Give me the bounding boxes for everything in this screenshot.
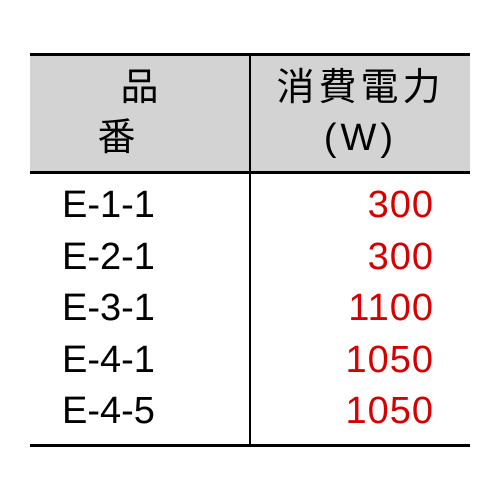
table-row: E-3-1 1100 [30, 283, 470, 335]
header-model-label: 品番 [97, 67, 204, 158]
header-power: 消費電力 (W) [250, 55, 470, 173]
header-power-label: 消費電力 [276, 67, 444, 109]
cell-model: E-2-1 [30, 232, 250, 284]
header-row: 品番 消費電力 (W) [30, 55, 470, 173]
table-row: E-2-1 300 [30, 232, 470, 284]
spec-table: 品番 消費電力 (W) E-1-1 300 E-2-1 300 E-3-1 11… [30, 53, 470, 446]
cell-value: 300 [250, 173, 470, 232]
cell-value: 1050 [250, 335, 470, 387]
header-power-unit: (W) [324, 117, 397, 159]
spec-table-container: 品番 消費電力 (W) E-1-1 300 E-2-1 300 E-3-1 11… [30, 53, 470, 446]
cell-model: E-4-1 [30, 335, 250, 387]
table-row: E-4-1 1050 [30, 335, 470, 387]
cell-model: E-1-1 [30, 173, 250, 232]
cell-model: E-4-5 [30, 386, 250, 445]
cell-model: E-3-1 [30, 283, 250, 335]
header-model: 品番 [30, 55, 250, 173]
table-row: E-4-5 1050 [30, 386, 470, 445]
table-row: E-1-1 300 [30, 173, 470, 232]
cell-value: 1100 [250, 283, 470, 335]
cell-value: 1050 [250, 386, 470, 445]
cell-value: 300 [250, 232, 470, 284]
